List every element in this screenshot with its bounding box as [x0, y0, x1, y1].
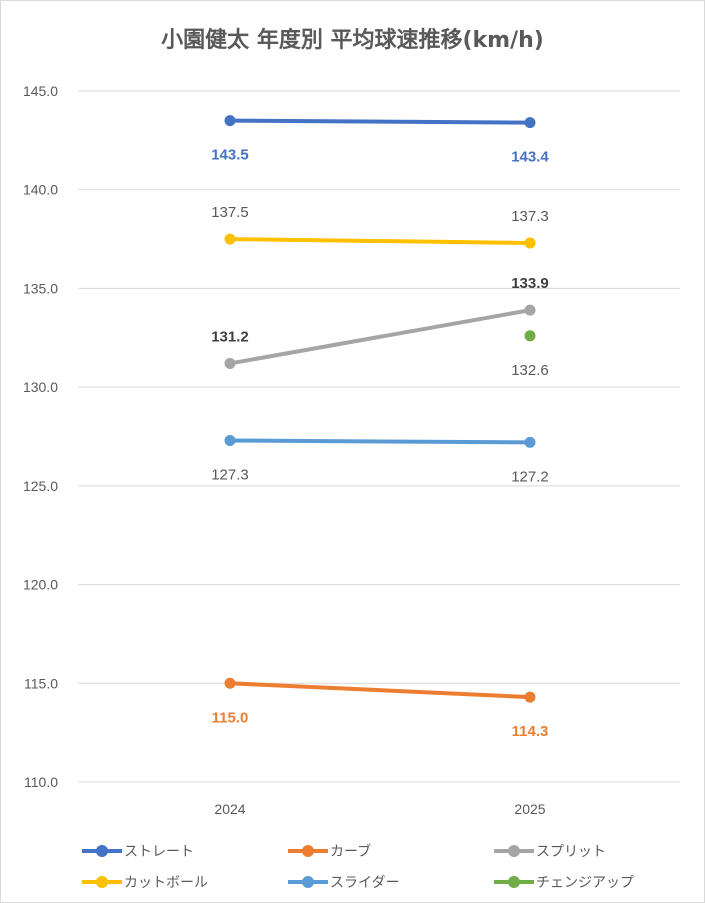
- data-label: 137.3: [511, 208, 549, 225]
- legend-marker: [508, 845, 520, 857]
- series-line: [228, 438, 532, 445]
- data-label: 133.9: [511, 275, 549, 292]
- x-tick-label: 2025: [514, 801, 545, 817]
- data-label: 132.6: [511, 362, 549, 379]
- legend-label: スライダー: [330, 875, 400, 891]
- legend-marker: [96, 845, 108, 857]
- data-point: [224, 434, 236, 446]
- legend-marker: [302, 845, 314, 857]
- legend-swatch: [288, 844, 328, 858]
- chart-title: 小園健太 年度別 平均球速推移(km/h): [161, 28, 544, 53]
- data-point: [524, 436, 536, 448]
- legend-item: スプリット: [494, 840, 606, 862]
- legend-item: ストレート: [82, 840, 194, 862]
- data-label: 114.3: [512, 723, 549, 740]
- legend-marker: [508, 876, 520, 888]
- series-line: [228, 118, 532, 125]
- data-label: 127.3: [211, 466, 249, 483]
- y-tick-label: 125.0: [23, 478, 58, 494]
- y-tick-label: 140.0: [23, 182, 58, 198]
- legend-swatch: [82, 875, 122, 889]
- y-tick-label: 110.0: [24, 774, 58, 790]
- data-point: [224, 677, 236, 689]
- legend: ストレート カーブ スプリットカットボール スライダー チェンジアップ: [0, 838, 705, 898]
- series-line: [228, 237, 532, 246]
- y-tick-label: 120.0: [23, 577, 58, 593]
- legend-swatch: [494, 875, 534, 889]
- legend-item: カットボール: [82, 871, 208, 893]
- legend-item: チェンジアップ: [494, 871, 634, 893]
- data-label: 143.4: [511, 149, 549, 166]
- data-label: 115.0: [212, 709, 249, 726]
- series-line: [228, 308, 532, 366]
- data-point: [524, 304, 536, 316]
- data-label: 137.5: [211, 204, 249, 221]
- legend-label: スプリット: [536, 844, 606, 860]
- data-point: [524, 691, 536, 703]
- y-tick-label: 115.0: [24, 675, 58, 691]
- data-label: 127.2: [511, 468, 549, 485]
- y-tick-label: 130.0: [23, 379, 58, 395]
- x-tick-label: 2024: [214, 801, 245, 817]
- legend-marker: [302, 876, 314, 888]
- data-point: [524, 237, 536, 249]
- series-line: [228, 681, 532, 700]
- legend-label: ストレート: [124, 844, 194, 860]
- legend-item: カーブ: [288, 840, 371, 862]
- legend-label: カットボール: [124, 875, 208, 891]
- data-point: [524, 117, 536, 129]
- legend-marker: [96, 876, 108, 888]
- y-tick-label: 135.0: [23, 280, 58, 296]
- legend-item: スライダー: [288, 871, 399, 893]
- legend-label: チェンジアップ: [536, 875, 634, 891]
- data-point: [224, 233, 236, 245]
- legend-swatch: [82, 844, 122, 858]
- legend-swatch: [288, 875, 328, 889]
- data-point: [524, 330, 536, 342]
- legend-label: カーブ: [330, 844, 372, 860]
- legend-swatch: [494, 844, 534, 858]
- data-point: [224, 357, 236, 369]
- data-point: [224, 115, 236, 127]
- data-label: 131.2: [211, 328, 249, 345]
- data-label: 143.5: [211, 147, 249, 164]
- y-tick-label: 145.0: [23, 83, 58, 99]
